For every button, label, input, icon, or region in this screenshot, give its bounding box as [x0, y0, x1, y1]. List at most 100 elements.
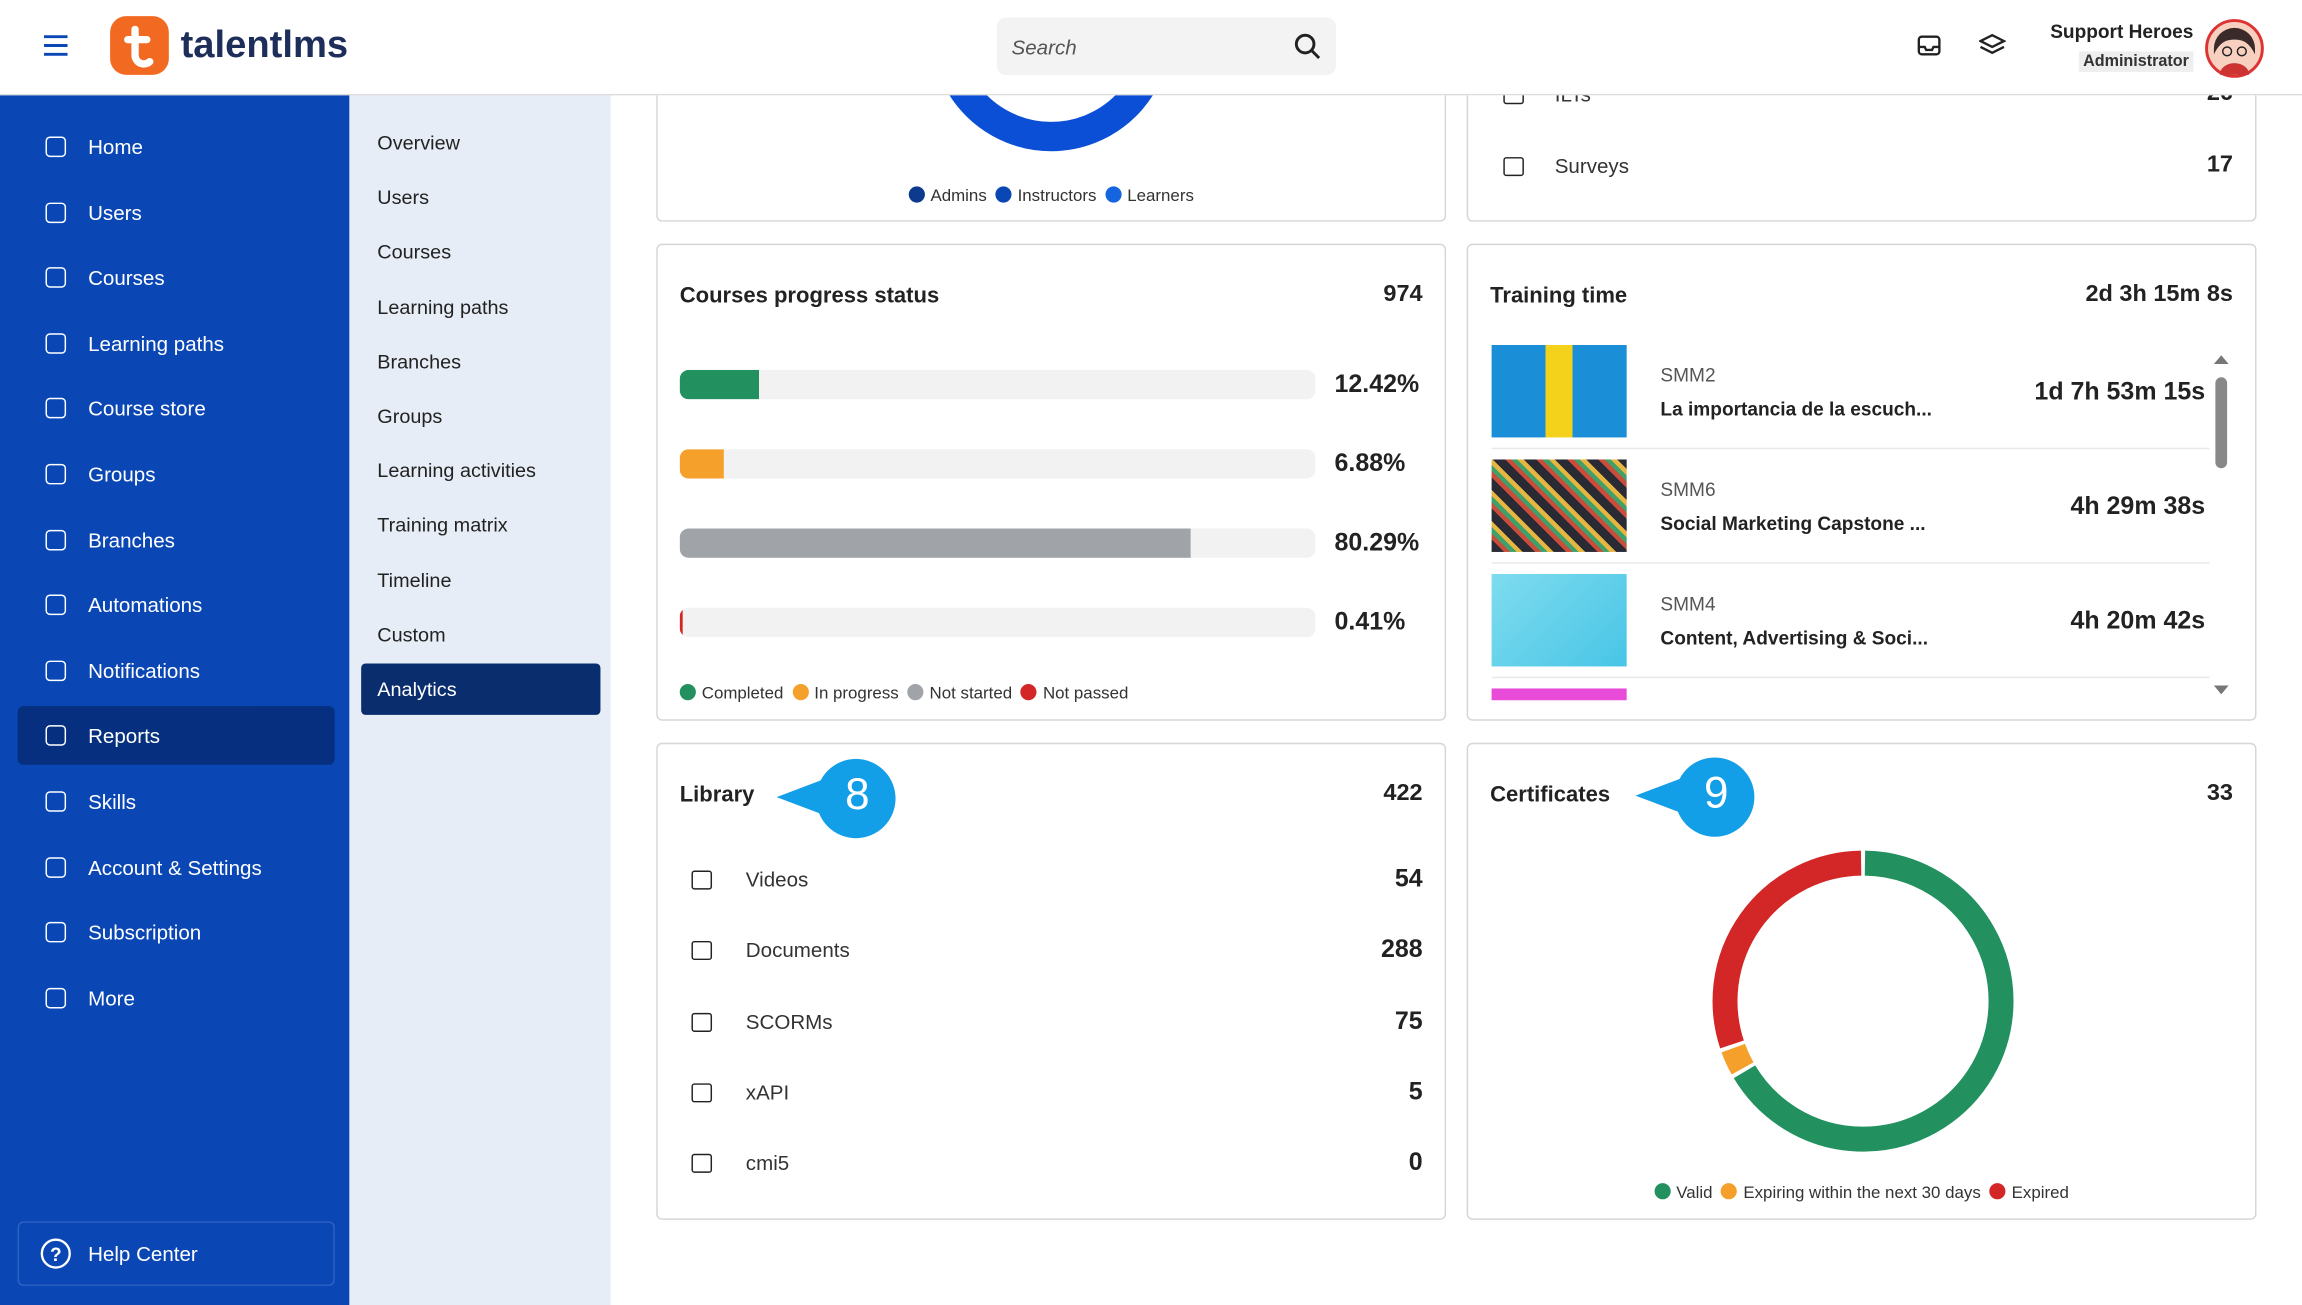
legend-dot — [1721, 1183, 1738, 1200]
item-icon — [691, 941, 713, 961]
subnav-item[interactable]: Learning activities — [361, 445, 600, 496]
thumbnail[interactable] — [1491, 573, 1627, 667]
sidebar-item[interactable]: Users — [18, 183, 335, 242]
sidebar-label: Users — [88, 200, 142, 224]
course-time: 4h 20m 42s — [2070, 606, 2206, 635]
item-label: Documents — [745, 938, 850, 962]
subnav-item[interactable]: Learning paths — [361, 281, 600, 332]
subnav-item[interactable]: Timeline — [361, 554, 600, 605]
sidebar-item[interactable]: Courses — [18, 248, 335, 307]
thumbnail[interactable] — [1491, 459, 1627, 552]
legend-item[interactable]: Expiring within the next 30 days — [1721, 1179, 1981, 1204]
users-legend: Admins Instructors Learners — [658, 182, 1445, 208]
sidebar-item[interactable]: Learning paths — [18, 314, 335, 373]
bar-track — [679, 369, 1316, 400]
course-name[interactable]: La importancia de la escuch... — [1660, 397, 1932, 420]
sidebar-label: Home — [88, 135, 143, 159]
bar-track — [679, 607, 1316, 638]
item-label: SCORMs — [745, 1009, 833, 1033]
sidebar-icon — [45, 463, 67, 485]
card-title: Library — [679, 782, 755, 808]
sidebar-icon — [45, 398, 67, 419]
legend-item[interactable]: Instructors — [995, 182, 1096, 207]
sidebar-label: Skills — [88, 789, 137, 814]
sidebar-label: Automations — [88, 593, 203, 617]
subnav-label: Custom — [377, 623, 446, 646]
course-name[interactable]: Content, Advertising & Soci... — [1660, 626, 1929, 649]
sidebar-item[interactable]: Skills — [18, 772, 335, 831]
legend-item[interactable]: Not started — [907, 680, 1013, 705]
avatar[interactable] — [2205, 19, 2264, 78]
sidebar-icon — [45, 725, 67, 747]
bar — [679, 528, 1191, 558]
legend-item[interactable]: Valid — [1654, 1179, 1713, 1204]
sidebar-label: Account & Settings — [88, 855, 262, 879]
sidebar-label: Branches — [88, 527, 175, 552]
legend-label: Valid — [1676, 1184, 1713, 1203]
sidebar-item[interactable]: Branches — [18, 510, 335, 569]
subnav-item[interactable]: Branches — [361, 336, 600, 387]
course-code: SMM4 — [1660, 593, 1716, 616]
sidebar-item[interactable]: Subscription — [18, 903, 335, 962]
course-time: 1d 7h 53m 15s — [2034, 377, 2206, 406]
user-role[interactable]: Administrator — [2078, 51, 2194, 72]
sidebar-label: Reports — [88, 724, 161, 748]
help-center[interactable]: ? Help Center — [17, 1221, 335, 1286]
legend-item[interactable]: Not passed — [1020, 680, 1129, 705]
row-divider — [1491, 562, 2210, 564]
legend-item[interactable]: Completed — [679, 680, 784, 705]
legend-label: Completed — [701, 685, 784, 704]
course-code: SMM6 — [1660, 478, 1716, 501]
sidebar-icon — [45, 332, 67, 354]
subnav-item[interactable]: Groups — [361, 390, 600, 441]
sidebar-item[interactable]: Notifications — [18, 641, 335, 700]
bar-value-label: 12.42% — [1334, 369, 1420, 398]
legend-label: Not passed — [1042, 685, 1129, 704]
subnav-item[interactable]: Custom — [361, 609, 600, 660]
subnav-label: Timeline — [377, 568, 452, 591]
thumbnail — [1491, 688, 1627, 701]
legend-item[interactable]: Admins — [908, 182, 987, 207]
activities-card: ILTs 26 Surveys 17 — [1466, 95, 2257, 222]
scrollbar[interactable] — [2212, 351, 2230, 700]
sidebar-item[interactable]: Account & Settings — [18, 838, 335, 897]
subnav-item[interactable]: Overview — [361, 117, 600, 168]
row-divider — [1491, 676, 2210, 679]
sidebar-item[interactable]: Reports — [17, 706, 335, 766]
donut-segment — [1721, 1043, 1754, 1075]
legend-item[interactable]: Learners — [1105, 182, 1194, 207]
course-name[interactable]: Social Marketing Capstone ... — [1660, 512, 1926, 535]
logo-text[interactable]: talentlms — [180, 22, 349, 67]
sidebar-item[interactable]: Home — [18, 117, 335, 176]
role-icon[interactable] — [1979, 32, 2008, 58]
item-value: 75 — [1394, 1006, 1423, 1035]
search-box[interactable]: Search — [996, 17, 1336, 75]
subnav-label: Users — [377, 186, 430, 209]
subnav-item[interactable]: Analytics — [361, 663, 601, 715]
sidebar-item[interactable]: Automations — [18, 576, 335, 635]
inbox-icon[interactable] — [1916, 32, 1942, 58]
legend-item[interactable]: Expired — [1989, 1179, 2069, 1204]
legend-label: Not started — [929, 685, 1013, 704]
subnav-item[interactable]: Users — [361, 172, 600, 223]
sidebar-icon — [45, 791, 67, 812]
item-label: cmi5 — [745, 1151, 790, 1175]
subnav-label: Courses — [377, 241, 452, 264]
sidebar-item[interactable]: Course store — [18, 379, 335, 438]
card-total: 422 — [1383, 780, 1423, 806]
legend-item[interactable]: In progress — [792, 680, 899, 705]
sidebar-icon — [45, 136, 67, 158]
subnav-label: Analytics — [377, 678, 457, 701]
subnav-item[interactable]: Training matrix — [361, 500, 600, 551]
thumbnail[interactable] — [1491, 344, 1627, 438]
users-donut — [949, 95, 1153, 152]
sidebar-label: Groups — [88, 462, 156, 486]
sidebar-item[interactable]: Groups — [18, 445, 335, 504]
menu-button[interactable] — [41, 32, 70, 58]
subnav-item[interactable]: Courses — [361, 227, 600, 278]
card-total: 2d 3h 15m 8s — [2085, 281, 2233, 307]
legend-dot — [1105, 186, 1122, 203]
course-code: SMM2 — [1660, 364, 1716, 387]
sidebar-item[interactable]: More — [18, 969, 335, 1028]
bar-value-label: 80.29% — [1334, 528, 1420, 557]
